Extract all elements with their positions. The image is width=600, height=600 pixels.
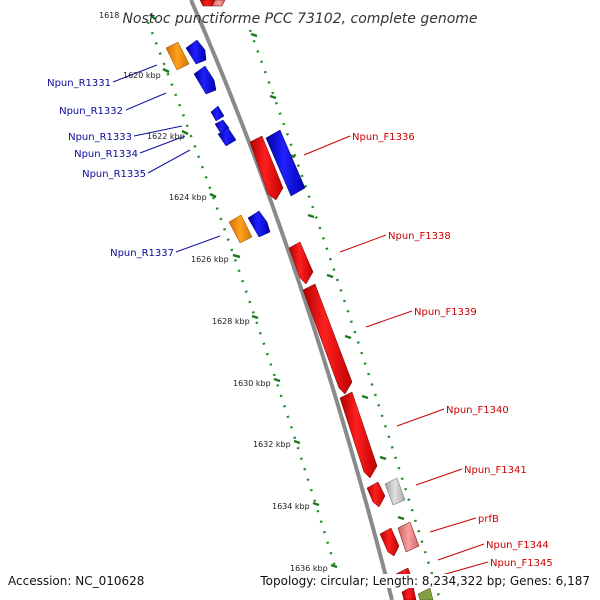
- gene-npun-f1338[interactable]: [288, 241, 314, 285]
- gene-label-reverse[interactable]: Npun_R1333: [68, 132, 132, 143]
- tick-label: 1626 kbp: [191, 255, 229, 264]
- gene-npun-f1336[interactable]: [249, 135, 284, 201]
- gene-npun-r1333[interactable]: [210, 105, 225, 122]
- gene-npun-f1345[interactable]: [401, 585, 417, 600]
- tick-label: 1636 kbp: [290, 564, 328, 573]
- tick-labels: 1618 1620 kbp 1622 kbp 1624 kbp 1626 kbp…: [99, 11, 328, 573]
- gene-label-forward[interactable]: Npun_F1341: [464, 465, 527, 476]
- tick-label: 1634 kbp: [272, 502, 310, 511]
- gene-label-reverse[interactable]: Npun_R1337: [110, 248, 174, 259]
- gene-blue-forward-1336[interactable]: [265, 129, 306, 197]
- reverse-gene-labels: Npun_R1331 Npun_R1332 Npun_R1333 Npun_R1…: [47, 78, 174, 259]
- gene-green[interactable]: [417, 587, 434, 600]
- gene-npun-r1335[interactable]: [217, 127, 237, 147]
- gene-prfb-pink[interactable]: [397, 521, 420, 553]
- gene-grey-1[interactable]: [384, 477, 406, 506]
- tick-label: 1632 kbp: [253, 440, 291, 449]
- map-title: Nostoc punctiforme PCC 73102, complete g…: [122, 11, 477, 27]
- forward-gene-labels: Npun_F1336 Npun_F1338 Npun_F1339 Npun_F1…: [352, 132, 553, 569]
- topology-label: Topology: circular; Length: 8,234,322 bp…: [258, 574, 592, 588]
- reverse-label-leaders: [112, 64, 221, 253]
- major-tick-marks: [149, 13, 405, 569]
- gene-label-forward[interactable]: Npun_F1336: [352, 132, 415, 143]
- forward-strand-genes: [199, 0, 434, 600]
- gene-npun-r1331[interactable]: [185, 39, 207, 65]
- gene-prfb[interactable]: [379, 527, 400, 557]
- gene-npun-r1332[interactable]: [193, 65, 217, 95]
- outer-tick-track: [248, 29, 442, 600]
- tick-label: 1624 kbp: [169, 193, 207, 202]
- gene-npun-f1341[interactable]: [366, 481, 386, 508]
- genome-backbone-line: [189, 0, 394, 600]
- gene-label-forward[interactable]: prfB: [478, 514, 499, 525]
- gene-label-reverse[interactable]: Npun_R1334: [74, 149, 138, 160]
- gene-label-forward[interactable]: Npun_F1339: [414, 307, 477, 318]
- gene-top-pink[interactable]: [211, 0, 226, 7]
- tick-label: 1628 kbp: [212, 317, 250, 326]
- forward-label-leaders: [303, 135, 489, 576]
- gene-label-reverse[interactable]: Npun_R1332: [59, 106, 123, 117]
- tick-label: 1620 kbp: [123, 71, 161, 80]
- gene-orange-2[interactable]: [228, 214, 253, 244]
- reverse-strand-genes: [165, 39, 306, 244]
- gene-label-forward[interactable]: Npun_F1345: [490, 558, 553, 569]
- gene-npun-r1334[interactable]: [214, 119, 230, 133]
- gene-npun-f1340[interactable]: [339, 391, 378, 479]
- gene-label-forward[interactable]: Npun_F1340: [446, 405, 509, 416]
- tick-label: 1630 kbp: [233, 379, 271, 388]
- gene-orange-1[interactable]: [165, 41, 190, 71]
- gene-label-forward[interactable]: Npun_F1344: [486, 540, 549, 551]
- gene-npun-f1339[interactable]: [302, 283, 353, 395]
- tick-label: 1622 kbp: [147, 132, 185, 141]
- gene-label-forward[interactable]: Npun_F1338: [388, 231, 451, 242]
- accession-label: Accession: NC_010628: [6, 574, 147, 588]
- tick-label: 1618: [99, 11, 119, 20]
- inner-tick-track: [146, 21, 338, 571]
- gene-label-reverse[interactable]: Npun_R1331: [47, 78, 111, 89]
- gene-npun-r1337[interactable]: [247, 210, 271, 238]
- gene-label-reverse[interactable]: Npun_R1335: [82, 169, 146, 180]
